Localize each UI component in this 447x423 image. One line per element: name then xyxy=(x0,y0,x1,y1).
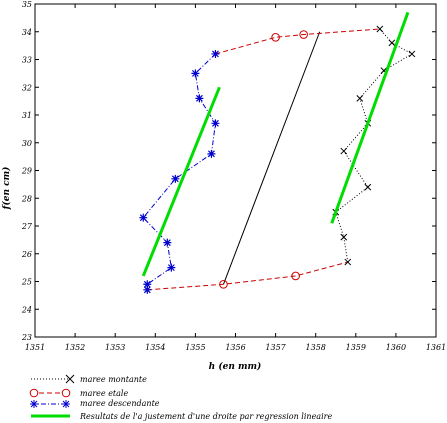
marker-maree-etale xyxy=(271,33,280,42)
legend-label-maree-montante: maree montante xyxy=(80,375,147,384)
marker-maree-montante xyxy=(364,183,372,191)
marker-maree-montante xyxy=(340,147,348,155)
y-tick-label: 30 xyxy=(22,139,32,148)
axis-ticks: 1351 1352 1353 1354 1355 1356 1357 1358 1359 1360… xyxy=(21,0,446,352)
marker-maree-etale xyxy=(219,279,228,289)
series-line-maree-montante xyxy=(335,28,413,263)
x-tick-label: 1361 xyxy=(426,343,446,352)
legend-entry-regression: Resultats de l'a justement d'une droite … xyxy=(31,412,332,421)
x-axis-label: h (en mm) xyxy=(209,361,262,372)
x-tick-label: 1359 xyxy=(346,343,366,352)
x-tick-label: 1358 xyxy=(306,343,326,352)
marker-maree-descendante xyxy=(163,238,172,247)
y-tick-label: 35 xyxy=(22,0,32,9)
marker-maree-descendante xyxy=(207,149,216,158)
marker-maree-montante xyxy=(388,39,396,47)
marker-maree-montante xyxy=(376,25,384,33)
x-tick-label: 1353 xyxy=(105,343,125,352)
y-axis-label: f(en cm) xyxy=(1,167,12,211)
legend-label-regression: Resultats de l'a justement d'une droite … xyxy=(79,412,332,421)
legend-entry-maree-etale: maree etale xyxy=(29,388,128,398)
marker-maree-descendante xyxy=(191,69,200,78)
x-tick-label: 1354 xyxy=(145,343,165,352)
marker-maree-descendante xyxy=(143,285,152,294)
series-line-maree-etale xyxy=(147,261,348,291)
marker-maree-descendante xyxy=(195,94,204,103)
marker-maree-montante xyxy=(356,94,364,102)
y-tick-label: 28 xyxy=(21,194,32,203)
x-tick-label: 1351 xyxy=(25,343,45,352)
marker-maree-descendante xyxy=(143,280,152,289)
legend-entry-maree-descendante: maree descendante xyxy=(30,399,160,408)
series-line-maree-descendante xyxy=(142,53,216,290)
x-tick-label: 1356 xyxy=(225,343,245,352)
legend-entry-maree-montante: maree montante xyxy=(31,374,147,384)
y-tick-label: 25 xyxy=(21,278,32,287)
x-tick-label: 1355 xyxy=(185,343,205,352)
marker-maree-montante xyxy=(408,50,416,58)
legend-label-maree-etale: maree etale xyxy=(80,389,128,398)
y-tick-label: 23 xyxy=(21,333,32,342)
legend-label-maree-descendante: maree descendante xyxy=(80,399,160,408)
marker-maree-descendante xyxy=(211,119,220,128)
y-tick-label: 31 xyxy=(22,111,32,120)
y-tick-label: 24 xyxy=(21,305,32,314)
y-tick-label: 33 xyxy=(22,56,32,65)
x-tick-label: 1360 xyxy=(386,343,406,352)
reference-line xyxy=(223,31,321,285)
plot-frame xyxy=(34,3,437,338)
legend: maree montante maree etale maree descend… xyxy=(29,374,332,421)
series-line-maree-etale xyxy=(215,28,380,55)
x-tick-label: 1357 xyxy=(265,343,286,352)
series-layer xyxy=(139,11,416,294)
marker-maree-montante xyxy=(344,258,352,266)
x-tick-label: 1352 xyxy=(65,343,85,352)
y-tick-label: 32 xyxy=(22,83,32,92)
regression-line xyxy=(330,11,410,224)
marker-maree-descendante xyxy=(167,263,176,272)
marker-maree-etale xyxy=(291,271,300,281)
marker-maree-descendante xyxy=(171,174,180,183)
marker-maree-descendante xyxy=(139,213,148,222)
regression-line xyxy=(141,86,221,277)
marker-maree-montante xyxy=(340,233,348,241)
y-tick-label: 34 xyxy=(22,28,32,37)
y-tick-label: 26 xyxy=(21,250,32,259)
marker-maree-etale xyxy=(299,30,308,39)
y-tick-label: 29 xyxy=(21,167,32,176)
marker-maree-descendante xyxy=(211,49,220,58)
y-tick-label: 27 xyxy=(21,222,33,231)
